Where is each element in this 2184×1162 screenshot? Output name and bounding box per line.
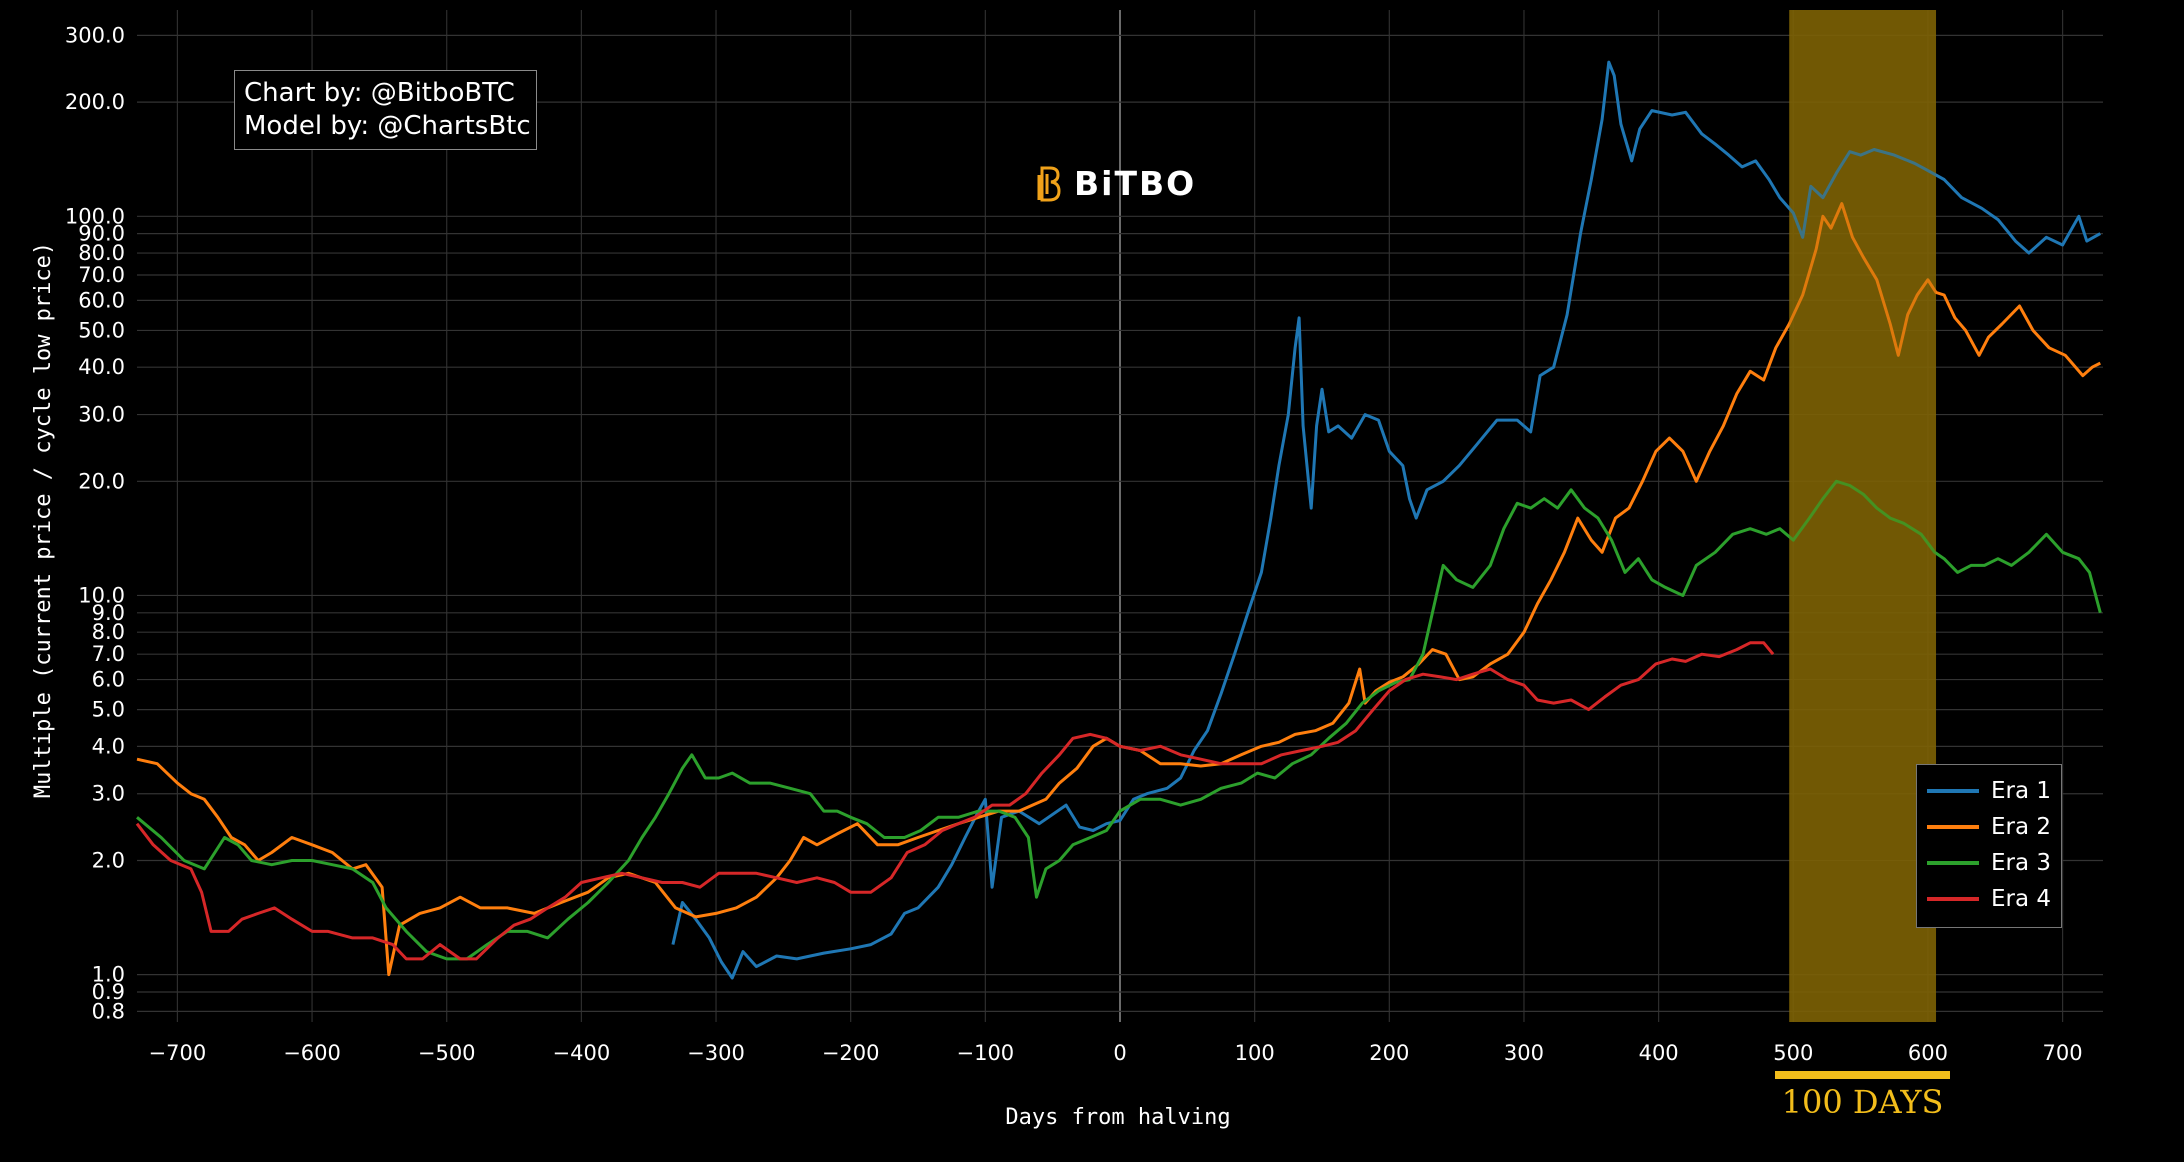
- highlight-band-layer: [1789, 10, 1937, 1022]
- y-tick-label: 30.0: [78, 403, 125, 427]
- legend-label: Era 1: [1991, 778, 2052, 804]
- credit-model-by: Model by: @ChartsBtc: [244, 111, 531, 141]
- x-tick-label: 600: [1908, 1041, 1948, 1065]
- legend-label: Era 4: [1991, 886, 2052, 912]
- y-tick-label: 90.0: [78, 222, 125, 246]
- hundred-days-label: 100 DAYS: [1781, 1083, 1944, 1121]
- y-tick-label: 0.8: [92, 999, 125, 1023]
- y-tick-label: 1.0: [92, 963, 125, 987]
- x-tick-label: −600: [283, 1041, 341, 1065]
- bitbo-logo: BiTBO: [1036, 164, 1196, 203]
- credits-box: Chart by: @BitboBTC Model by: @ChartsBtc: [234, 70, 537, 150]
- x-tick-label: 0: [1113, 1041, 1126, 1065]
- x-tick-label: −400: [553, 1041, 611, 1065]
- y-tick-label: 8.0: [92, 620, 125, 644]
- series-line-era-4: [135, 641, 1775, 961]
- x-tick-label: 100: [1235, 1041, 1275, 1065]
- legend-item-era-4[interactable]: Era 4: [1927, 881, 2061, 917]
- x-tick-label: 200: [1369, 1041, 1409, 1065]
- series-lines: [135, 10, 2102, 1022]
- legend-label: Era 2: [1991, 814, 2052, 840]
- y-tick-label: 10.0: [78, 583, 125, 607]
- y-tick-label: 4.0: [92, 734, 125, 758]
- y-tick-label: 5.0: [92, 698, 125, 722]
- legend-swatch: [1927, 825, 1979, 829]
- y-tick-label: 300.0: [65, 23, 125, 47]
- legend-item-era-1[interactable]: Era 1: [1927, 773, 2061, 809]
- highlight-band-overlay: [1789, 10, 1937, 1022]
- y-axis-title: Multiple (current price / cycle low pric…: [31, 242, 56, 798]
- y-tick-label: 50.0: [78, 318, 125, 342]
- highlight-band: [1789, 10, 1937, 1022]
- x-tick-label: 300: [1504, 1041, 1544, 1065]
- x-axis-title: Days from halving: [1005, 1105, 1230, 1130]
- x-tick-label: −300: [687, 1041, 745, 1065]
- legend-swatch: [1927, 861, 1979, 865]
- y-axis-ticks: 0.80.91.0 2.0 3.0 4.0 5.0 6.07.08.09.010.0 20.…: [65, 23, 125, 1023]
- x-tick-label: −500: [418, 1041, 476, 1065]
- x-tick-label: 700: [2043, 1041, 2083, 1065]
- y-tick-label: 9.0: [92, 601, 125, 625]
- y-tick-label: 100.0: [65, 204, 125, 228]
- x-tick-label: 400: [1639, 1041, 1679, 1065]
- legend: Era 1 Era 2 Era 3 Era 4: [1916, 764, 2062, 928]
- hundred-days-bracket: [1775, 1071, 1950, 1079]
- y-tick-label: 7.0: [92, 642, 125, 666]
- x-tick-label: 500: [1773, 1041, 1813, 1065]
- y-tick-label: 200.0: [65, 90, 125, 114]
- legend-item-era-3[interactable]: Era 3: [1927, 845, 2061, 881]
- y-tick-label: 80.0: [78, 241, 125, 265]
- legend-item-era-2[interactable]: Era 2: [1927, 809, 2061, 845]
- series-line-era-1: [671, 60, 2102, 980]
- bitbo-b-icon: [1037, 166, 1061, 201]
- x-tick-label: −100: [956, 1041, 1014, 1065]
- y-tick-label: 40.0: [78, 355, 125, 379]
- legend-swatch: [1927, 897, 1979, 901]
- legend-label: Era 3: [1991, 850, 2052, 876]
- credit-chart-by: Chart by: @BitboBTC: [244, 78, 515, 108]
- x-tick-label: −200: [822, 1041, 880, 1065]
- legend-swatch: [1927, 789, 1979, 793]
- y-tick-label: 2.0: [92, 848, 125, 872]
- y-tick-label: 60.0: [78, 288, 125, 312]
- y-tick-label: 20.0: [78, 469, 125, 493]
- y-tick-label: 70.0: [78, 263, 125, 287]
- series-line-era-2: [136, 202, 2101, 977]
- y-tick-label: 3.0: [92, 782, 125, 806]
- x-axis-ticks: −700 −600 −500 −400 −300 −200 −100 0 100 200 300 40…: [149, 1041, 2083, 1065]
- y-tick-label: 0.9: [92, 980, 125, 1004]
- y-tick-label: 6.0: [92, 668, 125, 692]
- series-line-era-3: [136, 479, 2102, 961]
- x-tick-label: −700: [149, 1041, 207, 1065]
- bitbo-logo-text: BiTBO: [1074, 164, 1197, 203]
